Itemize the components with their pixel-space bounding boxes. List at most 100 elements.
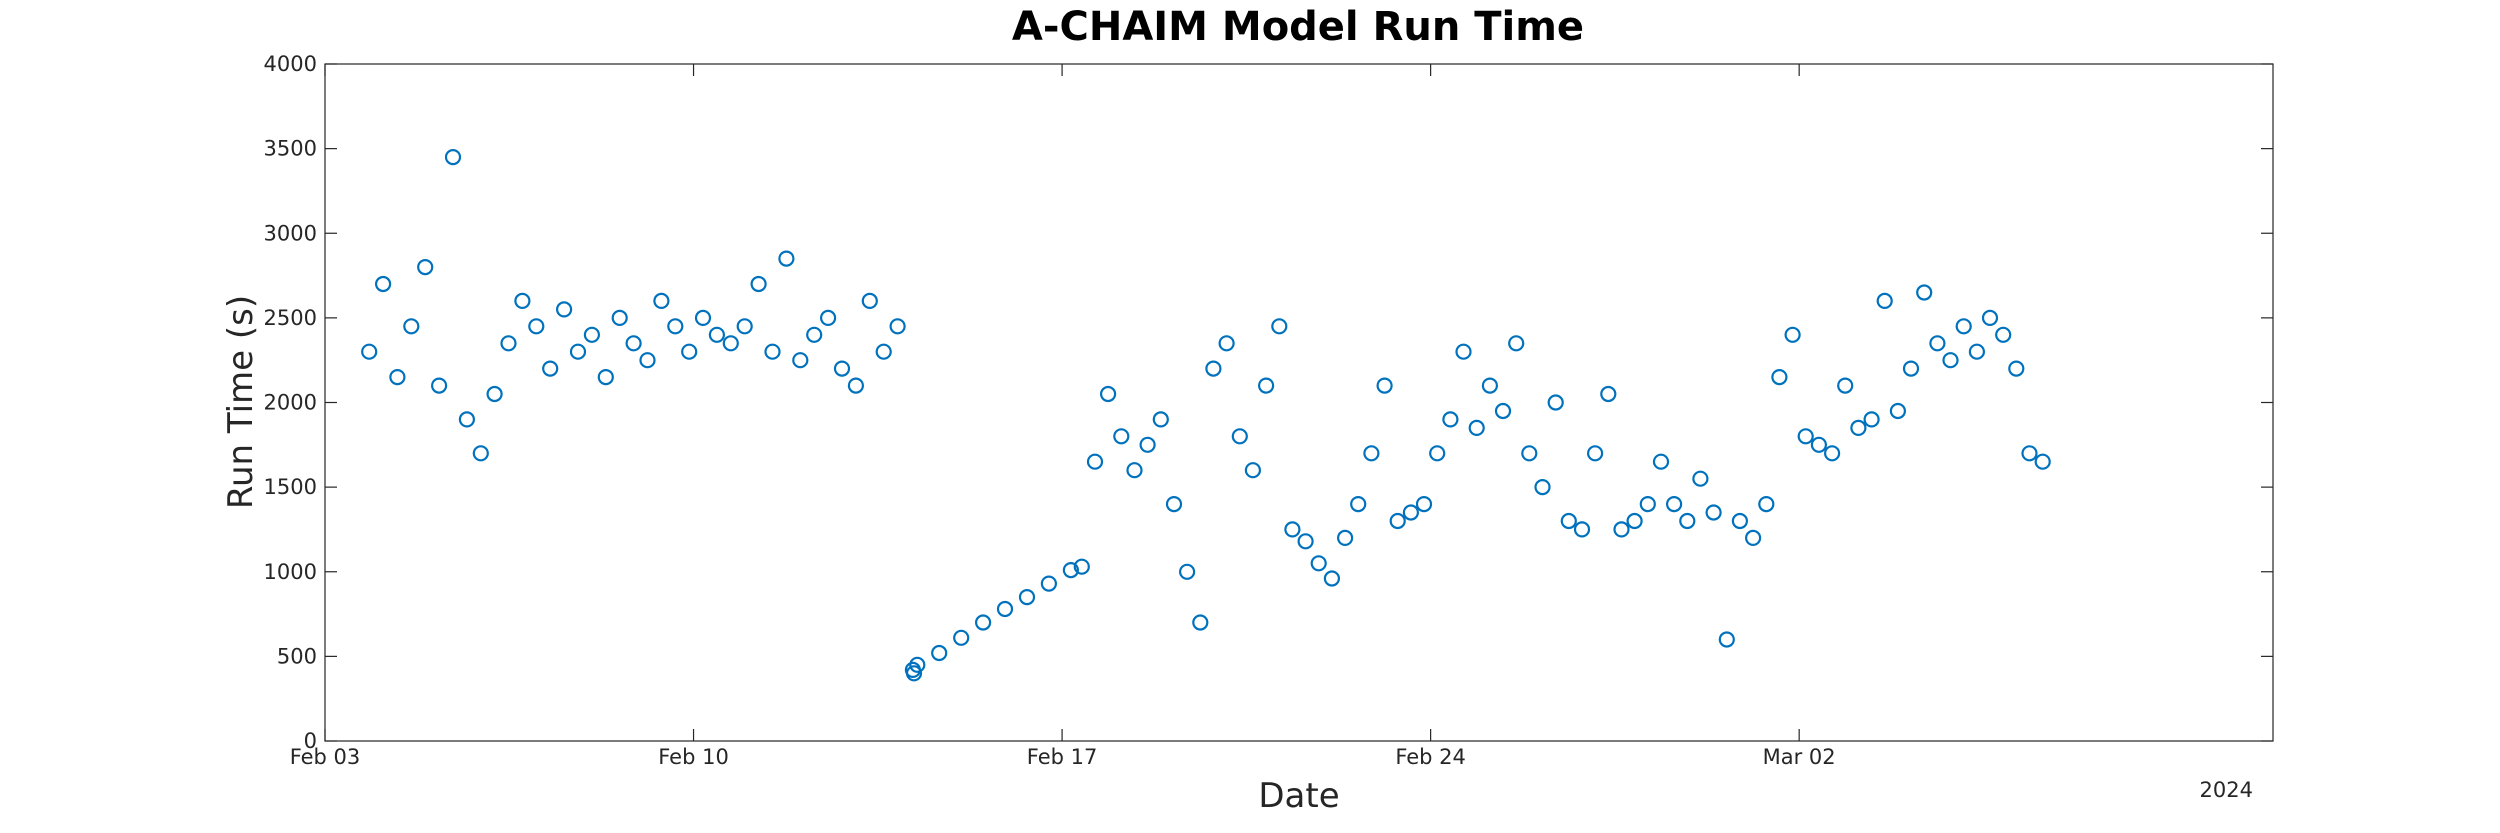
data-point — [1231, 428, 1248, 445]
data-point — [833, 360, 851, 377]
data-point — [819, 309, 837, 326]
data-point — [569, 343, 587, 360]
data-point — [694, 309, 712, 326]
data-point — [611, 309, 628, 326]
data-point — [417, 259, 434, 276]
chart-title: A-CHAIM Model Run Time — [1012, 4, 1584, 50]
x-tick-label: Feb 03 — [290, 745, 361, 769]
data-point — [1178, 563, 1196, 580]
y-tick-label: 0 — [304, 729, 317, 753]
y-tick-label: 2000 — [264, 391, 317, 415]
data-point — [625, 335, 642, 352]
data-point — [889, 318, 906, 335]
data-point — [1455, 343, 1472, 360]
y-tick-label: 1500 — [264, 475, 317, 499]
data-point — [792, 352, 809, 369]
data-point — [444, 149, 462, 166]
data-point — [1902, 360, 1920, 377]
data-point — [389, 369, 406, 386]
data-point — [1889, 402, 1907, 420]
data-point — [1192, 614, 1209, 631]
data-point — [361, 343, 378, 360]
year-label: 2024 — [2200, 778, 2253, 802]
data-point — [486, 385, 503, 403]
data-point — [931, 644, 948, 662]
data-point — [667, 318, 684, 335]
data-point — [2008, 360, 2025, 377]
data-point — [1376, 377, 1393, 394]
y-tick-label: 3000 — [264, 221, 317, 245]
data-point — [1521, 445, 1538, 462]
x-tick-label: Feb 10 — [658, 745, 729, 769]
data-point — [431, 377, 448, 394]
data-point — [1073, 558, 1090, 575]
data-point — [1586, 445, 1604, 462]
data-point — [555, 301, 573, 318]
data-point — [1402, 504, 1420, 521]
data-point — [1626, 512, 1643, 530]
data-point — [764, 343, 781, 360]
data-point — [861, 292, 878, 309]
data-point — [1389, 512, 1406, 530]
data-point — [1863, 411, 1880, 428]
data-point — [1731, 512, 1749, 530]
data-point — [1508, 335, 1525, 352]
data-point — [1639, 496, 1656, 513]
data-point — [1481, 377, 1499, 394]
data-point — [1823, 445, 1841, 462]
data-point — [653, 292, 670, 309]
data-point — [1165, 496, 1183, 513]
data-point — [1679, 512, 1696, 530]
data-point — [500, 335, 517, 352]
data-point — [1126, 462, 1143, 479]
data-point — [1205, 360, 1222, 377]
data-point — [1468, 419, 1485, 436]
data-point — [1797, 428, 1814, 445]
data-point — [1718, 631, 1735, 648]
x-tick-label: Mar 02 — [1763, 745, 1836, 769]
data-point — [528, 318, 545, 335]
data-point — [778, 250, 795, 267]
data-point — [1415, 496, 1433, 513]
y-axis: 0 500 1000 1500 2000 2500 3000 3500 4000 — [264, 52, 2273, 753]
data-point — [472, 445, 489, 462]
data-point — [1350, 496, 1367, 513]
data-point — [1744, 529, 1762, 547]
y-tick-label: 2500 — [264, 306, 317, 330]
data-point — [403, 318, 420, 335]
data-point — [1560, 512, 1577, 530]
data-point — [1810, 436, 1828, 453]
data-point — [1310, 555, 1327, 572]
data-point — [1040, 575, 1058, 592]
data-point — [1613, 521, 1630, 538]
y-tick-label: 1000 — [264, 560, 317, 584]
data-point — [1062, 561, 1080, 579]
data-point — [2021, 445, 2038, 462]
data-point — [1494, 402, 1512, 420]
data-point — [1442, 411, 1459, 428]
data-point — [514, 292, 531, 309]
data-point — [1916, 284, 1933, 301]
data-point — [1152, 411, 1169, 428]
data-point — [750, 275, 767, 293]
data-point — [953, 629, 970, 646]
data-point — [1771, 369, 1788, 386]
data-point — [1850, 419, 1867, 436]
data-point — [1113, 428, 1130, 445]
data-point — [708, 326, 726, 343]
data-points — [361, 149, 2051, 682]
data-point — [1139, 436, 1156, 453]
data-point — [1297, 533, 1314, 550]
data-point — [1323, 570, 1341, 587]
data-point — [1981, 309, 1999, 326]
data-point — [1995, 326, 2012, 343]
data-point — [1876, 292, 1893, 309]
data-point — [909, 656, 926, 673]
data-point — [1652, 453, 1670, 470]
data-point — [1929, 335, 1946, 352]
data-point — [1336, 529, 1354, 547]
data-point — [1099, 385, 1117, 403]
data-point — [1955, 318, 1972, 335]
data-point — [806, 326, 823, 343]
data-point — [1534, 479, 1551, 496]
